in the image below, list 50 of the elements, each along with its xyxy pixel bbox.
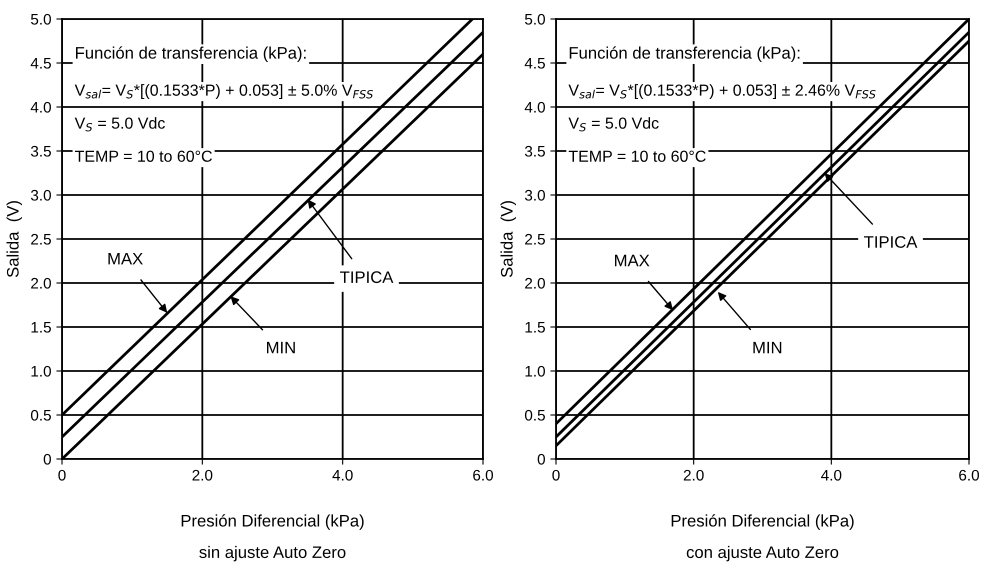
annotation: TEMP = 10 to 60°C (568, 150, 706, 162)
y-tick-label: 5.0 (524, 14, 545, 25)
y-tick-label: 2.0 (31, 278, 51, 289)
y-tick-label: 4.5 (524, 58, 545, 69)
y-tick-label: 4.0 (524, 102, 545, 113)
y-tick-label: 4.0 (30, 102, 51, 113)
annotation: TIPICA (340, 271, 394, 284)
annotation: Función de transferencia (kPa): (76, 46, 306, 62)
annotation: MIN (267, 342, 295, 354)
y-tick-label: 2.0 (525, 278, 545, 289)
x-tick-label: 2.0 (684, 470, 704, 481)
annotation: MAX (615, 254, 650, 266)
annotation: V$_{sal}$= V$_{S}$*[(0.1533*P) + 0.053] ± 5.0% V$_{FSS}$ (74, 84, 373, 99)
y-tick-label: 1.0 (32, 366, 51, 377)
text: sin ajuste Auto Zero (199, 546, 346, 562)
y-tick-label: 0.5 (30, 410, 51, 421)
y-tick-label: 3.5 (30, 146, 51, 157)
annotation: V$_{S}$ = 5.0 Vdc (74, 117, 165, 132)
x-axis-title: Presión Diferencial (kPa) (182, 514, 364, 530)
x-tick-label: 2.0 (192, 470, 212, 481)
x-axis-title: Presión Diferencial (kPa) (672, 514, 854, 530)
y-tick-label: 4.5 (30, 58, 51, 69)
x-tick-label: 0 (58, 470, 66, 481)
y-tick-label: 1.5 (526, 322, 545, 333)
y-tick-label: 5.0 (30, 14, 51, 25)
x-tick-label: 6.0 (473, 470, 494, 481)
x-tick-label: 4.0 (332, 470, 353, 481)
x-tick-label: 0 (552, 470, 560, 481)
y-tick-label: 3.5 (524, 146, 545, 157)
x-tick-label: 6.0 (959, 470, 980, 481)
y-axis-title: Salida (V) (500, 201, 516, 278)
y-tick-label: 3.0 (30, 190, 51, 201)
annotation: V$_{S}$ = 5.0 Vdc (568, 117, 659, 132)
y-tick-label: 0.5 (524, 410, 545, 421)
annotation: TEMP = 10 to 60°C (74, 150, 212, 162)
y-tick-label: 0 (44, 454, 51, 465)
annotation: Función de transferencia (kPa): (570, 46, 800, 62)
annotation: MAX (108, 252, 143, 264)
annotation: MIN (753, 342, 782, 354)
text: con ajuste Auto Zero (686, 546, 838, 562)
y-tick-label: 0 (538, 454, 545, 465)
y-axis-title: Salida (V) (6, 201, 22, 278)
x-tick-label: 4.0 (821, 470, 842, 481)
y-tick-label: 2.5 (31, 234, 51, 245)
annotation: TIPICA (864, 236, 918, 248)
y-tick-label: 2.5 (525, 234, 545, 245)
y-tick-label: 1.0 (526, 366, 545, 377)
y-tick-label: 3.0 (524, 190, 545, 201)
annotation: V$_{sal}$= V$_{S}$*[(0.1533*P) + 0.053] ± 2.46% V$_{FSS}$ (568, 84, 876, 99)
y-tick-label: 1.5 (32, 322, 51, 333)
